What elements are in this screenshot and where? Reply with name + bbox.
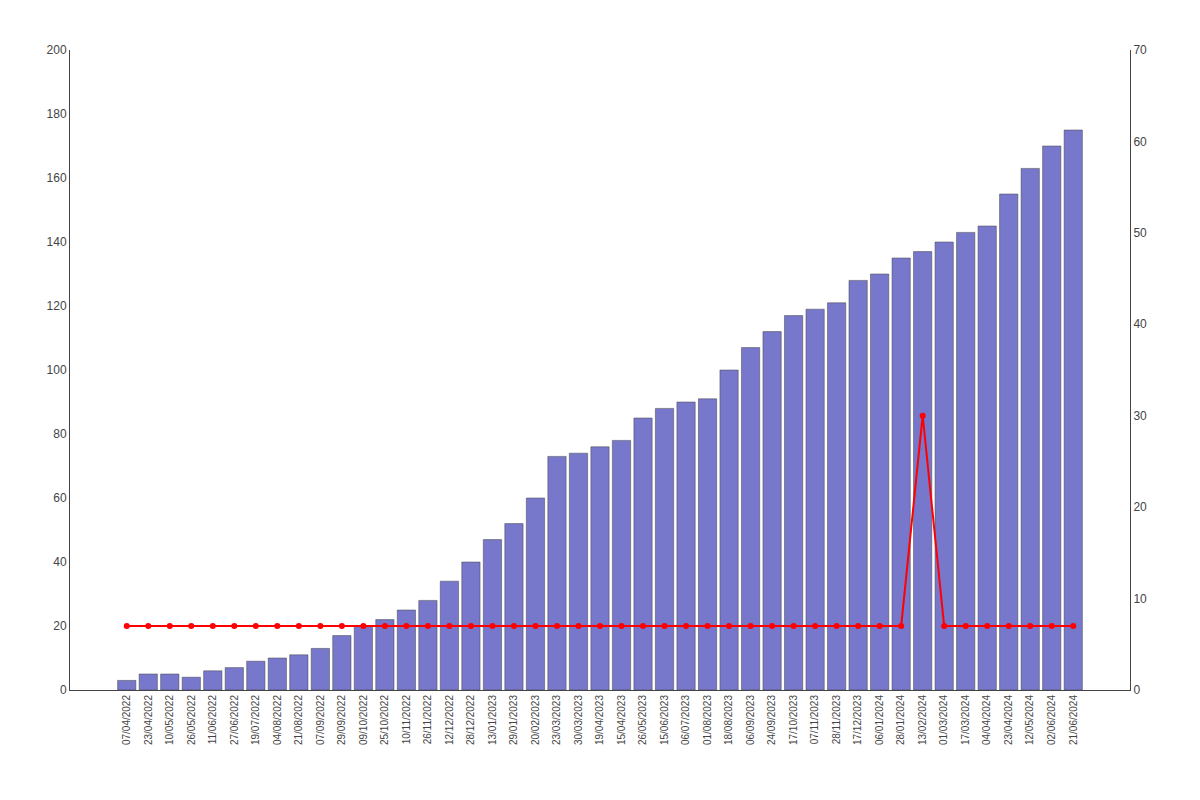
svg-text:23/04/2024: 23/04/2024: [1003, 695, 1014, 745]
svg-text:25/10/2022: 25/10/2022: [379, 695, 390, 745]
svg-text:80: 80: [53, 427, 67, 441]
svg-text:04/08/2022: 04/08/2022: [272, 695, 283, 745]
svg-text:10/11/2022: 10/11/2022: [401, 695, 412, 745]
svg-text:07/04/2022: 07/04/2022: [121, 695, 132, 745]
svg-text:30: 30: [1133, 409, 1147, 423]
svg-text:23/04/2022: 23/04/2022: [143, 695, 154, 745]
svg-text:20/02/2023: 20/02/2023: [530, 695, 541, 745]
svg-text:60: 60: [53, 491, 67, 505]
svg-text:0: 0: [1133, 683, 1140, 697]
svg-text:15/06/2023: 15/06/2023: [659, 695, 670, 745]
svg-text:26/05/2022: 26/05/2022: [186, 695, 197, 745]
svg-text:180: 180: [47, 107, 67, 121]
svg-text:26/11/2022: 26/11/2022: [422, 695, 433, 745]
svg-text:13/01/2023: 13/01/2023: [487, 695, 498, 745]
svg-text:06/09/2023: 06/09/2023: [745, 695, 756, 745]
svg-text:17/03/2024: 17/03/2024: [960, 695, 971, 745]
svg-text:60: 60: [1133, 135, 1147, 149]
svg-text:15/04/2023: 15/04/2023: [616, 695, 627, 745]
svg-text:11/06/2022: 11/06/2022: [207, 695, 218, 745]
svg-text:21/06/2024: 21/06/2024: [1068, 695, 1079, 745]
svg-text:06/01/2024: 06/01/2024: [874, 695, 885, 745]
svg-text:27/06/2022: 27/06/2022: [229, 695, 240, 745]
svg-text:07/11/2023: 07/11/2023: [809, 695, 820, 745]
svg-text:140: 140: [47, 235, 67, 249]
svg-text:30/03/2023: 30/03/2023: [573, 695, 584, 745]
svg-text:160: 160: [47, 171, 67, 185]
svg-text:50: 50: [1133, 226, 1147, 240]
svg-text:02/06/2024: 02/06/2024: [1046, 695, 1057, 745]
svg-text:23/03/2023: 23/03/2023: [551, 695, 562, 745]
svg-text:10/05/2022: 10/05/2022: [164, 695, 175, 745]
svg-text:04/04/2024: 04/04/2024: [981, 695, 992, 745]
svg-text:20: 20: [1133, 500, 1147, 514]
svg-text:10: 10: [1133, 592, 1147, 606]
svg-text:20: 20: [53, 619, 67, 633]
svg-text:70: 70: [1133, 43, 1147, 57]
svg-text:24/09/2023: 24/09/2023: [766, 695, 777, 745]
svg-text:06/07/2023: 06/07/2023: [680, 695, 691, 745]
svg-text:18/08/2023: 18/08/2023: [723, 695, 734, 745]
svg-text:17/10/2023: 17/10/2023: [788, 695, 799, 745]
svg-text:09/10/2022: 09/10/2022: [358, 695, 369, 745]
svg-text:12/12/2022: 12/12/2022: [444, 695, 455, 745]
svg-text:40: 40: [53, 555, 67, 569]
svg-text:29/01/2023: 29/01/2023: [508, 695, 519, 745]
svg-text:01/08/2023: 01/08/2023: [702, 695, 713, 745]
svg-text:29/09/2022: 29/09/2022: [336, 695, 347, 745]
svg-text:0: 0: [60, 683, 67, 697]
svg-text:01/03/2024: 01/03/2024: [938, 695, 949, 745]
svg-text:21/08/2022: 21/08/2022: [293, 695, 304, 745]
svg-text:12/05/2024: 12/05/2024: [1024, 695, 1035, 745]
svg-text:17/12/2023: 17/12/2023: [852, 695, 863, 745]
svg-text:28/11/2023: 28/11/2023: [831, 695, 842, 745]
svg-text:100: 100: [47, 363, 67, 377]
svg-text:19/04/2023: 19/04/2023: [594, 695, 605, 745]
svg-text:19/07/2022: 19/07/2022: [250, 695, 261, 745]
svg-text:26/05/2023: 26/05/2023: [637, 695, 648, 745]
svg-text:13/02/2024: 13/02/2024: [917, 695, 928, 745]
svg-text:120: 120: [47, 299, 67, 313]
svg-text:28/01/2024: 28/01/2024: [895, 695, 906, 745]
svg-text:40: 40: [1133, 317, 1147, 331]
svg-text:07/09/2022: 07/09/2022: [315, 695, 326, 745]
svg-text:28/12/2022: 28/12/2022: [465, 695, 476, 745]
svg-text:200: 200: [47, 43, 67, 57]
